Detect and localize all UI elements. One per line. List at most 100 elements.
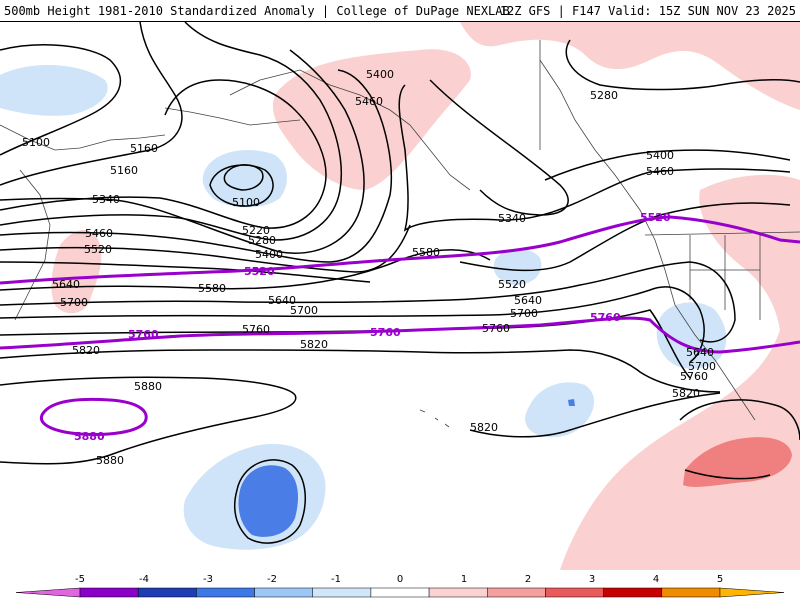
contour-label-5100-low: 5100: [232, 196, 260, 209]
contour-label-5280-arctic: 5280: [590, 89, 618, 102]
contour-label-5700-east: 5700: [510, 307, 538, 320]
purple-label-5520-mid: 5520: [244, 265, 275, 278]
tick-label-4: 4: [653, 574, 659, 585]
contour-label-5280: 5280: [248, 234, 276, 247]
negative-anomaly-pacific-small: [493, 248, 542, 285]
contour-labels: 5100 5160 5160 5100 5220 5280 5340 5340 …: [22, 68, 716, 467]
tick-label-5: 5: [717, 574, 723, 585]
contour-5520: [0, 202, 791, 283]
colorbar-swatches: [15, 587, 785, 598]
contour-5340: [0, 49, 569, 254]
highlight-contours: [0, 215, 800, 436]
contour-label-5640-west: 5640: [52, 278, 80, 291]
purple-label-5760-east: 5760: [590, 311, 621, 324]
contour-5280-arctic: [565, 39, 800, 91]
us-state-lines: [689, 232, 761, 320]
positive-anomaly-southeast-core: [683, 437, 792, 487]
colorbar-swatch: [312, 587, 372, 598]
tick-label-neg5: -5: [75, 574, 85, 585]
colorbar-swatch: [545, 587, 604, 598]
positive-anomaly-ne-corner: [460, 22, 800, 110]
siberia-coastline: [0, 124, 166, 151]
positive-anomaly-west-pacific: [51, 230, 102, 314]
contour-label-5400-east: 5400: [646, 149, 674, 162]
contour-5100-inner: [223, 164, 264, 191]
contour-label-5220: 5220: [242, 224, 270, 237]
contour-label-5400-mid: 5400: [255, 248, 283, 261]
contour-label-5820-east: 5820: [672, 387, 700, 400]
contour-label-5760-california: 5760: [680, 370, 708, 383]
contour-label-5760-east: 5760: [482, 322, 510, 335]
hawaii-islands: [419, 409, 450, 428]
highlight-contour-labels: 5520 5520 5760 5760 5760 5880: [74, 211, 671, 443]
contour-label-5700-west: 5700: [60, 296, 88, 309]
tick-label-3: 3: [589, 574, 595, 585]
contour-5880-purple: [39, 397, 148, 436]
contour-label-5640-east: 5640: [514, 294, 542, 307]
colorbar-swatch: [428, 587, 488, 598]
contour-label-5160-b: 5160: [110, 164, 138, 177]
tick-label-neg3: -3: [203, 574, 213, 585]
contour-label-5340-gulf: 5340: [498, 212, 526, 225]
tick-label-neg2: -2: [267, 574, 277, 585]
contour-label-5820-hawaii: 5820: [470, 421, 498, 434]
contour-label-5820-mid: 5820: [300, 338, 328, 351]
colorbar-swatch: [487, 587, 546, 598]
colorbar-swatch: [196, 587, 255, 598]
tick-label-2: 2: [525, 574, 531, 585]
contour-label-5700-california: 5700: [688, 360, 716, 373]
negative-anomaly-bering-low: [202, 150, 287, 208]
contour-5100-low: [209, 164, 274, 207]
contour-southeast-ridge: [679, 399, 800, 480]
contour-label-5400-alaska: 5400: [366, 68, 394, 81]
purple-label-5760-mid: 5760: [370, 326, 401, 339]
colorbar-swatch: [254, 587, 313, 598]
contour-5100-nw: [0, 44, 121, 156]
contour-south-pacific-low: [234, 459, 306, 544]
contour-label-5700-mid: 5700: [290, 304, 318, 317]
canada-coastline: [539, 59, 756, 421]
colorbar-svg: -5 -4 -3 -2 -1 0 1 2 3 4 5: [15, 574, 785, 598]
contour-5460: [0, 84, 791, 273]
contour-5880-south: [0, 376, 297, 465]
contour-label-5460-west: 5460: [85, 227, 113, 240]
colorbar-swatch: [719, 587, 785, 598]
contour-label-5760-mid: 5760: [242, 323, 270, 336]
tick-label-0: 0: [397, 574, 403, 585]
map-header: 500mb Height 1981-2010 Standardized Anom…: [0, 0, 800, 22]
us-border: [644, 231, 800, 236]
colorbar-swatch: [603, 587, 663, 598]
colorbar-swatch: [137, 587, 197, 598]
contour-5280: [0, 22, 343, 241]
negative-anomaly-hawaii-dot: [568, 399, 575, 406]
contour-5520-purple: [0, 215, 800, 285]
purple-label-5880: 5880: [74, 430, 105, 443]
colorbar-swatch: [15, 587, 81, 598]
anomaly-map: 5100 5160 5160 5100 5220 5280 5340 5340 …: [0, 22, 800, 570]
colorbar: -5 -4 -3 -2 -1 0 1 2 3 4 5: [0, 572, 800, 600]
negative-anomaly-nw-corner: [0, 64, 108, 116]
contour-label-5460-alaska: 5460: [355, 95, 383, 108]
contour-label-5340-west: 5340: [92, 193, 120, 206]
contour-label-5460-east: 5460: [646, 165, 674, 178]
contour-label-5580-west: 5580: [198, 282, 226, 295]
contour-label-5100-nw: 5100: [22, 136, 50, 149]
purple-label-5760-west: 5760: [128, 328, 159, 341]
tick-label-1: 1: [461, 574, 467, 585]
contour-label-5640-mid: 5640: [268, 294, 296, 307]
contour-5580: [0, 249, 491, 291]
colorbar-tick-labels: -5 -4 -3 -2 -1 0 1 2 3 4 5: [75, 574, 723, 585]
purple-label-5520-east: 5520: [640, 211, 671, 224]
negative-anomaly-south-pacific-core: [238, 465, 298, 537]
map-title: 500mb Height 1981-2010 Standardized Anom…: [4, 4, 510, 18]
contour-5640: [0, 261, 736, 343]
contour-label-5520-mid: 5520: [498, 278, 526, 291]
contour-label-5160-a: 5160: [130, 142, 158, 155]
contour-5700: [0, 286, 705, 363]
contour-label-5520-west: 5520: [84, 243, 112, 256]
alaska-coastline: [229, 69, 471, 191]
contour-label-5640-california: 5640: [686, 346, 714, 359]
contour-5220: [0, 79, 327, 229]
kamchatka-coastline: [14, 169, 51, 321]
